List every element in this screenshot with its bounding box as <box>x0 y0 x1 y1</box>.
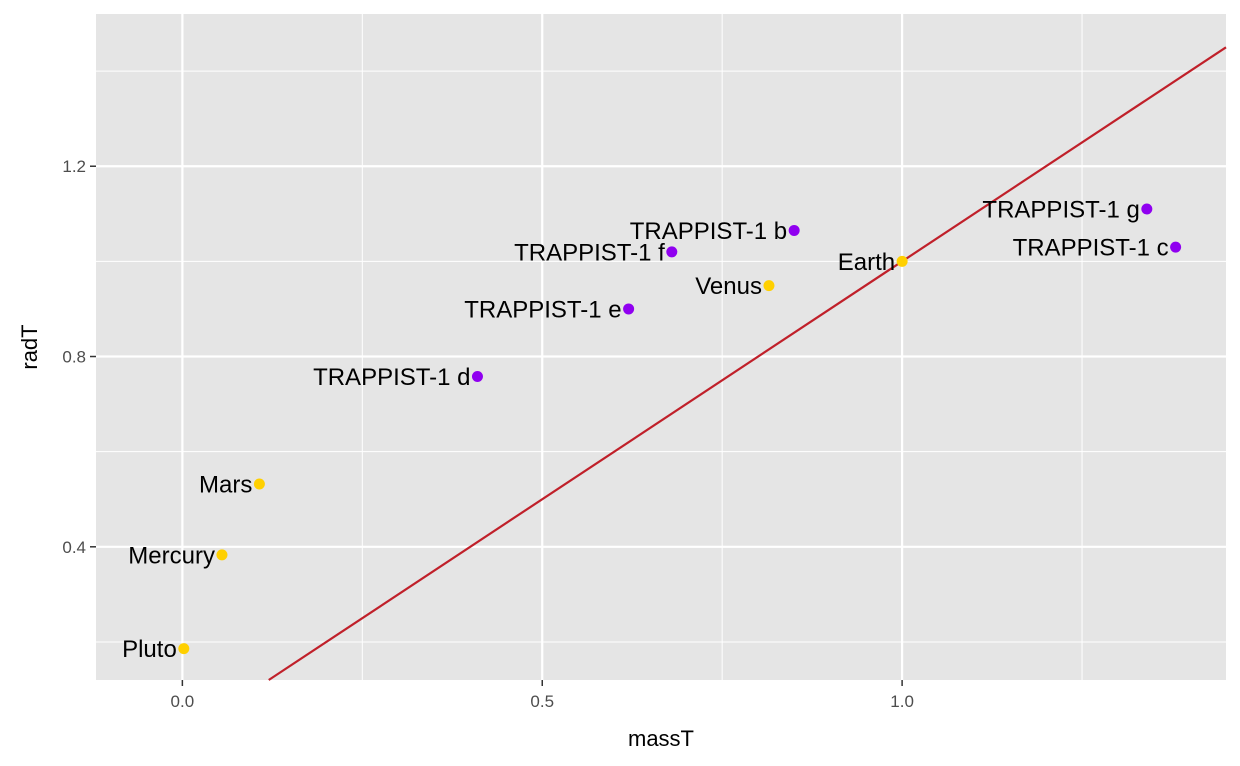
x-tick-label: 0.0 <box>171 692 195 711</box>
reference-line <box>268 46 1227 681</box>
major-gridlines <box>96 14 1226 680</box>
point-trappist-1-f <box>666 246 678 258</box>
data-points <box>178 203 1182 655</box>
point-pluto <box>178 643 190 655</box>
point-mars <box>253 478 265 490</box>
point-label: Mars <box>199 472 252 499</box>
axes: 0.0 0.5 1.0 0.4 0.8 1.2 <box>62 157 914 711</box>
point-venus <box>763 280 775 292</box>
point-label: Earth <box>838 249 895 276</box>
x-tick-label: 1.0 <box>890 692 914 711</box>
reference-line-group <box>268 46 1227 681</box>
y-tick-label: 1.2 <box>62 157 86 176</box>
point-earth <box>896 255 908 267</box>
y-axis-title: radT <box>17 324 42 369</box>
plot-panel <box>96 14 1226 680</box>
point-trappist-1-b <box>788 224 800 236</box>
y-tick-label: 0.8 <box>62 348 86 367</box>
point-label: TRAPPIST-1 c <box>1013 235 1169 262</box>
point-trappist-1-c <box>1170 241 1182 253</box>
point-label: Mercury <box>128 542 215 569</box>
minor-gridlines <box>96 14 1226 680</box>
point-trappist-1-e <box>623 303 635 315</box>
point-label: Pluto <box>122 636 177 663</box>
point-label: TRAPPIST-1 e <box>464 296 621 323</box>
point-mercury <box>216 549 228 561</box>
point-labels: Pluto Mercury Mars Venus Earth TRAPPIST-1 d TR… <box>122 197 1169 664</box>
point-label: TRAPPIST-1 g <box>982 197 1139 224</box>
y-tick-label: 0.4 <box>62 538 86 557</box>
point-label: TRAPPIST-1 f <box>514 239 665 266</box>
point-trappist-1-g <box>1141 203 1153 215</box>
point-label: Venus <box>695 273 762 300</box>
point-trappist-1-d <box>471 370 483 382</box>
point-label: TRAPPIST-1 b <box>630 218 787 245</box>
x-tick-label: 0.5 <box>530 692 554 711</box>
x-axis-title: massT <box>628 726 694 751</box>
point-label: TRAPPIST-1 d <box>313 364 470 391</box>
